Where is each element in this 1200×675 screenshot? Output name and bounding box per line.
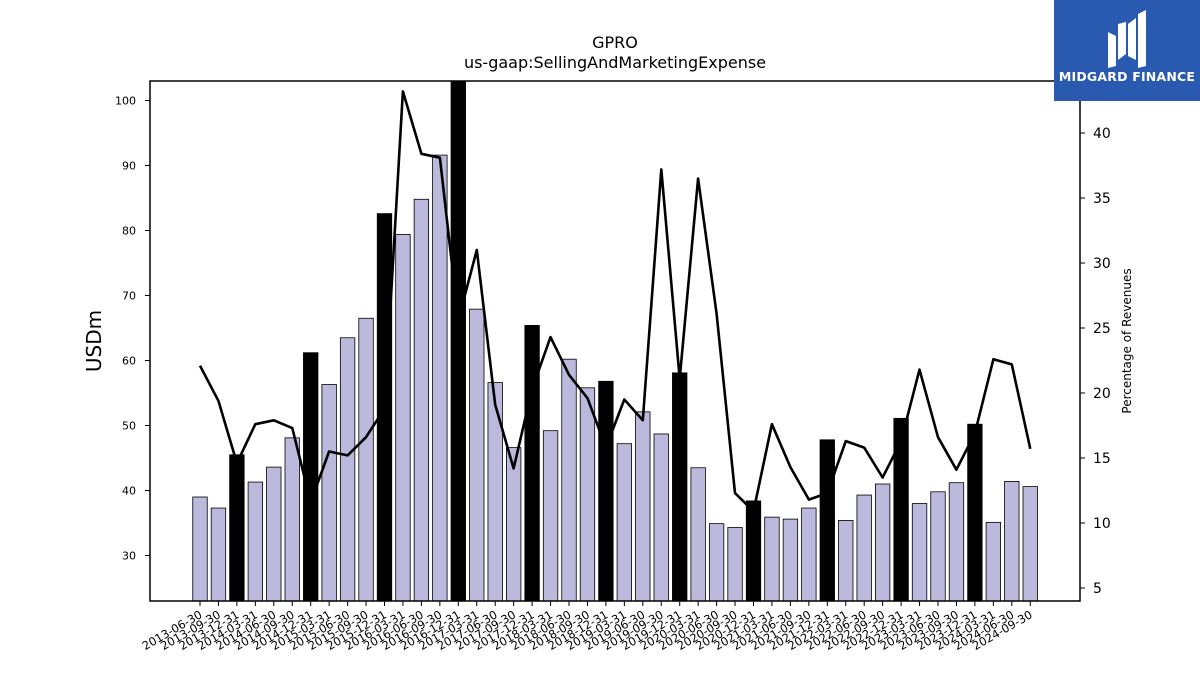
bar-2020-12-31 <box>745 500 762 602</box>
bar-2013-06-30 <box>192 496 208 602</box>
bar-2023-09-30 <box>948 482 965 602</box>
bar-2020-06-30 <box>708 523 725 602</box>
y-tick-label: 90 <box>122 160 136 173</box>
chart-title: GPRO <box>592 33 638 52</box>
bar-2018-03-31 <box>542 430 559 602</box>
bar-2022-03-31 <box>838 520 854 602</box>
bar-2017-03-31 <box>469 308 485 602</box>
bar-2017-09-30 <box>505 447 522 602</box>
y2-tick-label: 25 <box>1093 321 1111 337</box>
bar-2017-12-31 <box>524 324 540 602</box>
bar-2016-03-31 <box>395 233 411 602</box>
bar-2013-09-30 <box>210 507 227 602</box>
bar-2018-09-30 <box>579 387 596 602</box>
bar-2019-03-31 <box>616 443 632 602</box>
bar-2024-06-30 <box>1004 480 1020 602</box>
y2-tick-label: 20 <box>1093 386 1111 402</box>
bar-2016-09-30 <box>432 154 448 602</box>
y-tick-label: 50 <box>122 420 136 433</box>
bar-2015-03-31 <box>321 384 337 602</box>
y2-axis-label: Percentage of Revenues <box>1120 268 1134 413</box>
bar-2015-09-30 <box>358 317 374 602</box>
percentage-line <box>198 90 1032 513</box>
x-axis: 2013-06-302013-09-302013-12-312014-03-31… <box>140 601 1035 653</box>
bar-2023-06-30 <box>930 491 946 602</box>
bar-2021-03-31 <box>764 516 780 602</box>
bar-2019-09-30 <box>653 433 669 602</box>
bar-2018-12-31 <box>598 380 614 602</box>
bar-2016-06-30 <box>413 198 430 602</box>
bar-2021-09-30 <box>801 507 817 602</box>
y-axis-right: 5 10 15 20 25 30 35 40 <box>1080 126 1111 597</box>
bar-2014-09-30 <box>284 437 300 602</box>
bar-2024-09-30 <box>1022 486 1038 602</box>
bar-2016-12-31 <box>450 80 466 602</box>
y2-tick-label: 5 <box>1093 581 1102 597</box>
y-tick-label: 70 <box>122 290 136 303</box>
bar-2023-12-31 <box>967 423 983 602</box>
bar-2022-06-30 <box>856 494 872 602</box>
y2-tick-label: 15 <box>1093 451 1111 467</box>
bar-2021-12-31 <box>819 439 835 602</box>
bar-2020-03-31 <box>690 467 706 602</box>
y2-tick-label: 30 <box>1093 256 1111 272</box>
y-tick-label: 30 <box>122 550 136 563</box>
y2-tick-label: 35 <box>1093 191 1111 207</box>
bar-series <box>192 80 1038 602</box>
chart-subtitle: us-gaap:SellingAndMarketingExpense <box>464 53 766 72</box>
bar-2014-03-31 <box>247 481 264 602</box>
bar-2018-06-30 <box>561 358 577 602</box>
brand-logo-text: MIDGARD FINANCE <box>1058 69 1196 84</box>
bar-2023-03-31 <box>911 503 928 602</box>
bar-2013-12-31 <box>229 454 245 602</box>
y-axis-left: 30 40 50 60 70 80 90 100 <box>115 95 150 563</box>
bar-2022-12-31 <box>893 417 909 602</box>
bar-2019-12-31 <box>672 372 688 602</box>
y-tick-label: 80 <box>122 225 136 238</box>
bar-2014-06-30 <box>266 466 282 602</box>
y-axis-label: USDm <box>82 310 106 372</box>
bar-2021-06-30 <box>782 518 799 602</box>
bar-2019-06-30 <box>635 411 651 602</box>
y-tick-label: 40 <box>122 485 136 498</box>
y-tick-label: 100 <box>115 95 136 108</box>
plot-frame <box>149 80 1081 602</box>
bar-2020-09-30 <box>727 527 743 602</box>
y2-tick-label: 40 <box>1093 126 1111 142</box>
bar-2017-06-30 <box>487 382 503 602</box>
y-tick-label: 60 <box>122 355 136 368</box>
bar-2022-09-30 <box>875 483 891 602</box>
y2-tick-label: 10 <box>1093 516 1111 532</box>
bar-2024-03-31 <box>985 521 1001 602</box>
line-series <box>198 90 1032 513</box>
midgard-logo-icon <box>1108 10 1146 68</box>
brand-logo: MIDGARD FINANCE <box>1054 0 1200 101</box>
bar-2015-06-30 <box>339 337 356 602</box>
